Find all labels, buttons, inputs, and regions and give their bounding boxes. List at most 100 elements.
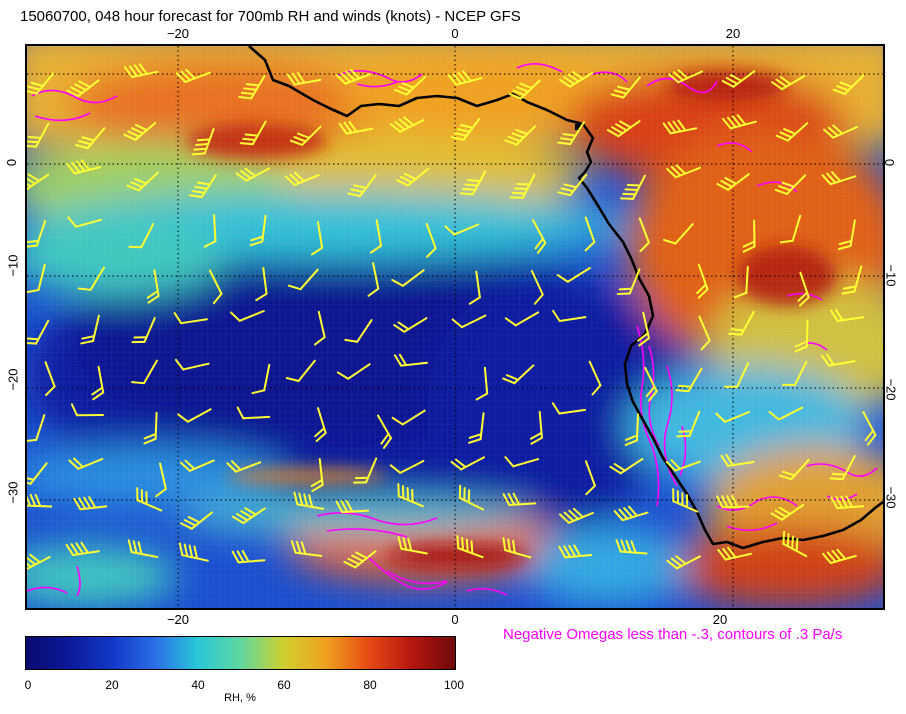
wind-barb bbox=[394, 75, 427, 96]
colorbar-tick: 0 bbox=[24, 678, 32, 692]
wind-barb bbox=[73, 496, 108, 511]
wind-barb bbox=[502, 492, 537, 506]
wind-barb bbox=[27, 122, 50, 148]
wind-barb bbox=[393, 353, 428, 367]
wind-barb bbox=[389, 460, 425, 474]
wind-barb bbox=[174, 358, 210, 371]
wind-barb bbox=[146, 269, 160, 304]
wind-barb bbox=[456, 535, 484, 559]
wind-barb bbox=[235, 167, 271, 182]
graticule bbox=[27, 46, 883, 608]
wind-barb bbox=[425, 222, 437, 258]
wind-barb bbox=[396, 168, 429, 187]
coastline bbox=[248, 46, 883, 550]
wind-barb bbox=[370, 219, 383, 254]
wind-barb bbox=[255, 267, 268, 302]
wind-barb bbox=[178, 542, 209, 562]
wind-barb bbox=[782, 530, 808, 558]
wind-barb bbox=[310, 458, 324, 493]
wind-barb bbox=[829, 455, 856, 481]
wind-barb bbox=[722, 114, 757, 130]
wind-barb bbox=[68, 457, 104, 470]
wind-barb bbox=[662, 119, 698, 135]
wind-barb bbox=[377, 414, 392, 449]
wind-barb bbox=[314, 407, 327, 442]
wind-barb bbox=[698, 315, 711, 351]
wind-barb bbox=[662, 223, 694, 245]
wind-barb bbox=[797, 271, 810, 307]
wind-barb bbox=[558, 71, 594, 88]
wind-barb bbox=[338, 120, 374, 135]
wind-barb bbox=[742, 219, 756, 253]
wind-barb bbox=[724, 362, 750, 388]
colorbar-tick: 100 bbox=[443, 678, 465, 692]
wind-barb bbox=[179, 459, 215, 472]
wind-barb bbox=[285, 359, 316, 382]
wind-barb bbox=[734, 265, 749, 299]
rh-colorbar bbox=[25, 636, 456, 670]
wind-barb bbox=[459, 170, 487, 196]
wind-barb bbox=[27, 319, 50, 345]
wind-barb bbox=[532, 219, 547, 254]
wind-barb bbox=[717, 546, 752, 561]
wind-barb bbox=[27, 173, 50, 191]
wind-barb bbox=[70, 403, 104, 417]
wind-barb bbox=[637, 311, 650, 347]
wind-barb bbox=[468, 412, 485, 444]
wind-barb bbox=[509, 173, 536, 199]
lon-tick-bottom: 20 bbox=[712, 612, 728, 627]
lon-tick-top: −20 bbox=[166, 26, 190, 41]
wind-barb bbox=[289, 125, 322, 146]
wind-barb bbox=[771, 75, 806, 91]
wind-barb bbox=[768, 406, 804, 421]
wind-barb bbox=[188, 174, 217, 199]
colorbar-tick: 80 bbox=[363, 678, 377, 692]
wind-barb bbox=[44, 361, 56, 396]
wind-barb bbox=[588, 360, 602, 396]
wind-barb bbox=[249, 214, 267, 247]
wind-barb bbox=[551, 402, 587, 415]
wind-barb bbox=[177, 408, 212, 423]
lat-tick-left: −10 bbox=[5, 254, 21, 277]
wind-barb bbox=[504, 311, 540, 327]
wind-barb bbox=[208, 269, 223, 305]
wind-barb bbox=[557, 121, 585, 146]
wind-barb bbox=[143, 411, 158, 445]
wind-barb bbox=[124, 63, 159, 79]
wind-barb bbox=[624, 413, 639, 446]
wind-barb bbox=[716, 495, 750, 509]
wind-barb bbox=[781, 360, 808, 387]
wind-barb bbox=[131, 317, 156, 344]
wind-barb bbox=[666, 555, 701, 570]
wind-barb bbox=[468, 270, 481, 305]
wind-barb bbox=[397, 536, 428, 555]
wind-barb bbox=[391, 409, 426, 426]
wind-barb bbox=[530, 270, 544, 305]
wind-barb bbox=[66, 79, 100, 98]
wind-barb bbox=[314, 310, 326, 346]
wind-barb bbox=[558, 544, 593, 559]
wind-barb bbox=[231, 507, 266, 525]
wind-barb bbox=[830, 309, 865, 322]
wind-barb bbox=[290, 540, 323, 557]
wind-barb bbox=[238, 75, 266, 100]
wind-barb bbox=[841, 265, 863, 295]
wind-barb bbox=[27, 414, 46, 443]
wind-barb bbox=[287, 268, 319, 291]
wind-barb bbox=[552, 309, 587, 322]
wind-barb bbox=[343, 550, 377, 569]
wind-barb bbox=[770, 503, 805, 521]
colorbar-tick: 20 bbox=[105, 678, 119, 692]
wind-barb bbox=[27, 263, 46, 294]
wind-barb bbox=[823, 124, 858, 139]
wind-barb bbox=[778, 458, 810, 481]
wind-barb bbox=[128, 223, 155, 249]
wind-barb bbox=[91, 365, 105, 401]
wind-barb bbox=[239, 120, 267, 146]
wind-barb bbox=[615, 539, 648, 555]
wind-barb bbox=[584, 216, 596, 252]
wind-barb bbox=[226, 460, 262, 473]
wind-barb bbox=[77, 266, 105, 291]
wind-barb bbox=[775, 122, 809, 142]
wind-barb bbox=[67, 216, 102, 228]
